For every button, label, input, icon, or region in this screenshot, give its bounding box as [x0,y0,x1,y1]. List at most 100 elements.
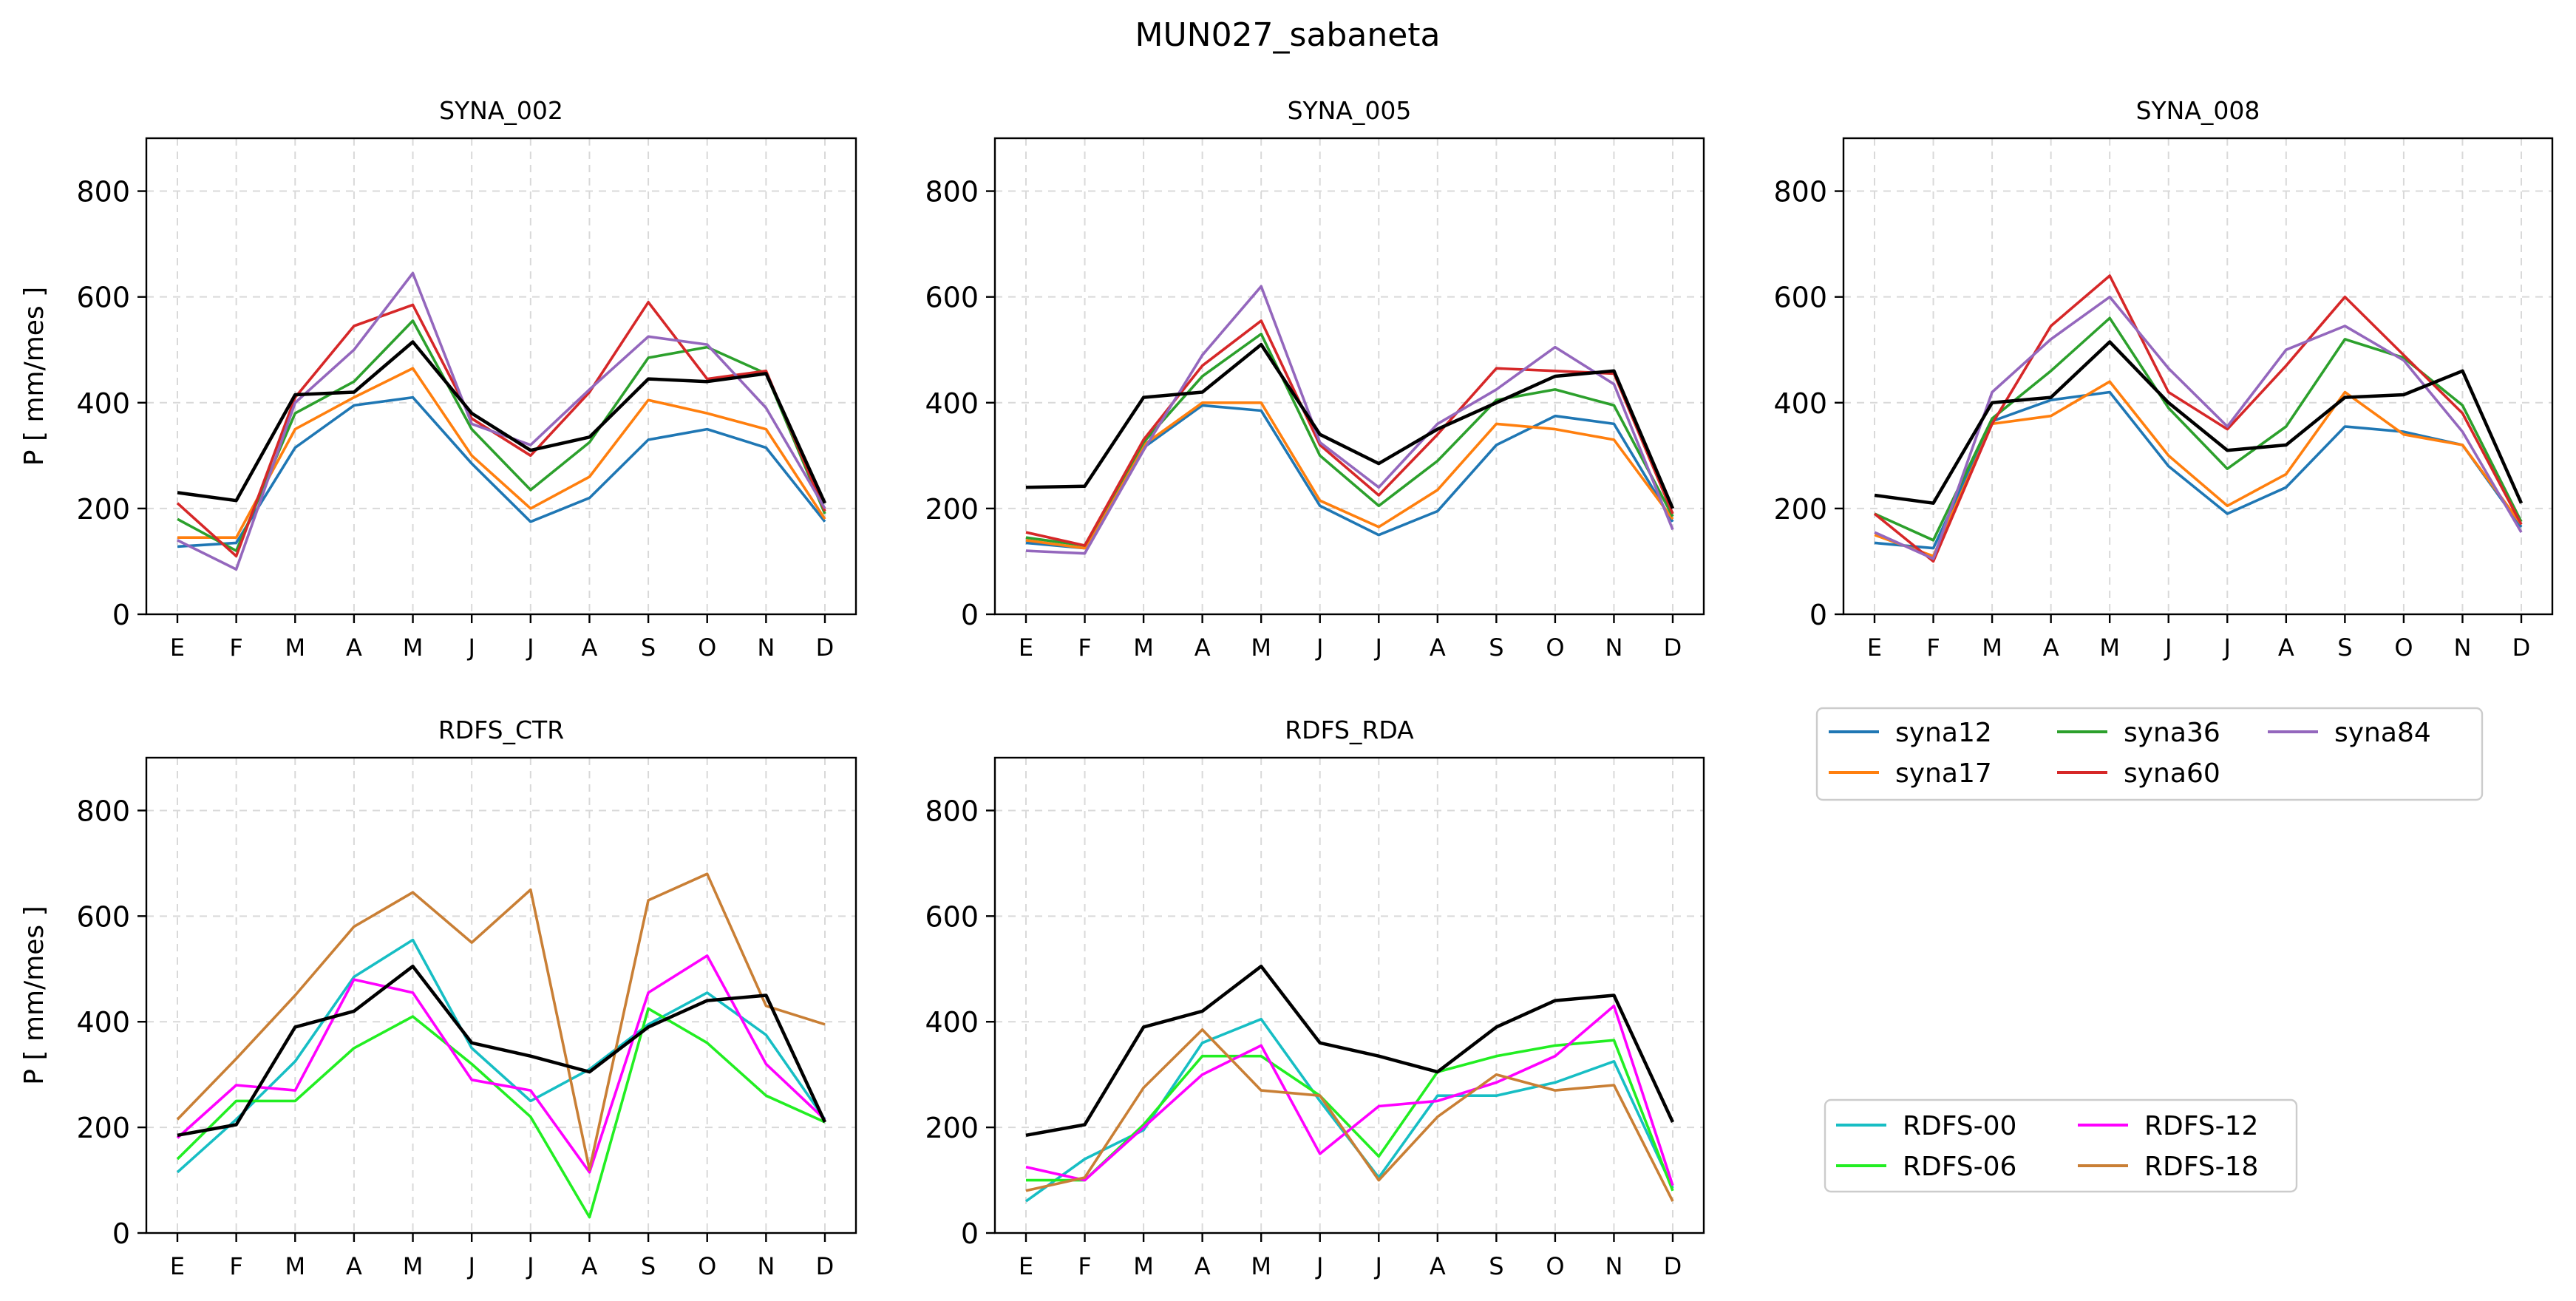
x-tick-label: S [641,1252,656,1280]
x-tick-label: O [1546,633,1564,662]
x-tick-label: A [1194,633,1211,662]
panel-rdfs-rda: 0 200 400 600 800 E F M A M J J A S O N D RDFS_RDA [925,716,1705,1280]
x-tick-label: M [2099,633,2120,662]
panel-title: RDFS_RDA [1285,716,1414,744]
axes-frame [993,756,1705,1234]
panel-syna-002: 0 200 400 600 800 E F M A M J J A S O N D SYNA_002 P [ mm/… [19,96,857,662]
x-tick-label: O [2394,633,2413,662]
y-tick-label: 200 [76,1112,130,1144]
panel-syna-005: 0 200 400 600 800 E F M A M J J A S O N D SYNA_005 [925,96,1705,662]
axes-frame [145,756,857,1234]
y-tick-label: 800 [925,176,979,208]
series-line-rdfs-00 [1024,1017,1674,1203]
y-axis-label: P [ mm/mes ] [19,906,50,1084]
series-line-rdfs-18 [176,872,826,1172]
y-tick-label: 800 [76,795,130,827]
x-tick-label: A [2278,633,2294,662]
series-line-rdfs-06 [1026,1039,1674,1192]
legend-label-syna17: syna17 [1895,758,1992,789]
x-tick-label: S [1489,1252,1503,1280]
series-line-syna60 [1025,319,1674,547]
x-tick-label: J [1315,1252,1323,1280]
x-tick-label: M [403,633,424,662]
x-tick-label: N [1605,633,1622,662]
panel-title: SYNA_005 [1288,96,1412,125]
x-tick-label: N [1605,1252,1622,1280]
x-tick-label: M [1133,1252,1154,1280]
y-tick-label: 200 [925,1112,979,1144]
x-tick-label: J [2164,633,2172,662]
y-tick-label: 0 [112,599,130,631]
x-tick-label: D [1664,1252,1682,1280]
x-tick-label: A [582,633,598,662]
series-line-observed [1874,340,2524,505]
x-tick-label: A [346,633,362,662]
x-tick-label: M [1251,1252,1271,1280]
legend-label-rdfs-00: RDFS-00 [1903,1111,2016,1141]
series-line-syna12 [1874,390,2523,550]
legend-syna: syna12 syna17 syna36 syna60 syna84 [1815,707,2484,801]
series-line-observed [177,340,827,504]
x-tick-label: A [1430,633,1446,662]
series-line-syna60 [176,300,826,558]
x-tick-label: N [757,1252,775,1280]
y-tick-label: 600 [76,900,130,933]
series-line-rdfs-12 [1025,1005,1674,1186]
x-tick-label: M [1251,633,1271,662]
y-tick-label: 0 [112,1217,130,1250]
y-tick-label: 800 [925,795,979,827]
panel-title: SYNA_002 [439,96,563,125]
series-line-rdfs-18 [1025,1028,1674,1202]
series-line-syna84 [177,271,826,571]
axes-frame [993,137,1705,616]
legend-label-rdfs-18: RDFS-18 [2144,1152,2258,1182]
x-tick-label: M [1982,633,2002,662]
y-tick-label: 400 [76,387,130,420]
x-tick-label: A [582,1252,598,1280]
panel-syna-008: 0 200 400 600 800 E F M A M J J A S O N D SYNA_008 [1773,96,2554,662]
legend-rdfs: RDFS-00 RDFS-06 RDFS-12 RDFS-18 [1824,1098,2298,1193]
x-tick-label: S [641,633,656,662]
series-line-syna17 [177,367,826,540]
x-tick-label: M [403,1252,424,1280]
series-line-syna12 [177,395,826,548]
x-tick-label: E [1019,1252,1033,1280]
x-tick-label: F [1078,1252,1091,1280]
panel-rdfs-ctr: 0 200 400 600 800 E F M A M J J A S O N D RDFS_CTR P [ mm/… [19,716,857,1280]
legend-label-rdfs-12: RDFS-12 [2144,1111,2258,1141]
x-tick-label: M [285,633,305,662]
x-tick-label: N [757,633,775,662]
x-tick-label: N [2453,633,2471,662]
x-tick-label: M [285,1252,305,1280]
panel-title: RDFS_CTR [438,716,564,744]
y-tick-label: 400 [1773,387,1827,420]
x-tick-label: J [2223,633,2231,662]
series-line-rdfs-12 [176,954,826,1174]
x-tick-label: J [1374,1252,1382,1280]
x-tick-label: F [229,633,242,662]
x-tick-label: A [1430,1252,1446,1280]
y-tick-label: 600 [1773,282,1827,314]
x-tick-label: J [466,633,475,662]
x-tick-label: J [466,1252,475,1280]
series-line-observed [177,964,827,1138]
series-line-syna36 [1874,316,2523,542]
y-axis-label: P [ mm/mes ] [19,287,50,466]
y-tick-label: 400 [76,1006,130,1039]
x-tick-label: S [1489,633,1503,662]
x-tick-label: D [1664,633,1682,662]
x-tick-label: J [526,1252,534,1280]
y-tick-label: 200 [925,493,979,526]
series-line-rdfs-00 [176,938,826,1174]
y-tick-label: 800 [76,176,130,208]
y-tick-label: 0 [961,599,979,631]
axes-frame [1842,137,2554,616]
x-tick-label: O [1546,1252,1564,1280]
x-tick-label: E [1019,633,1033,662]
x-tick-label: J [1315,633,1323,662]
y-tick-label: 400 [925,1006,979,1039]
y-tick-label: 0 [961,1217,979,1250]
x-tick-label: E [170,1252,185,1280]
x-tick-label: F [1078,633,1091,662]
